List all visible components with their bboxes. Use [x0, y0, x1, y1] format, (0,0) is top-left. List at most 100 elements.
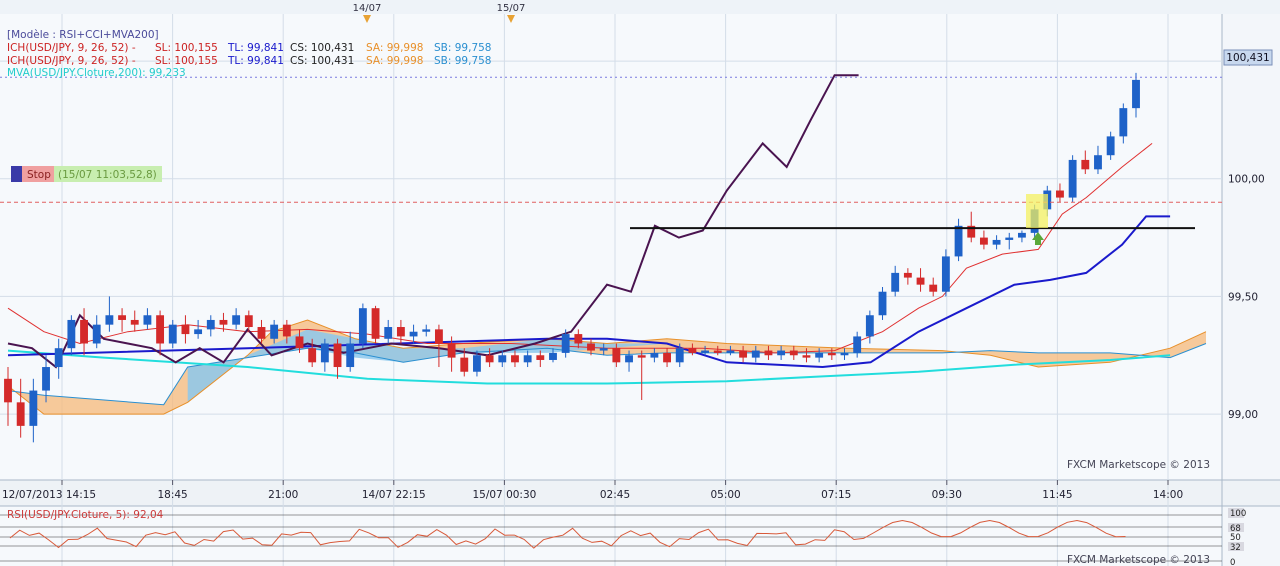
candle[interactable] — [156, 310, 165, 356]
candle[interactable] — [42, 355, 50, 403]
candle[interactable] — [206, 315, 215, 337]
mva-legend[interactable]: MVA(USD/JPY.Cloture,200): 99,233 — [7, 67, 186, 79]
candle-body — [751, 350, 760, 358]
candle[interactable] — [764, 345, 773, 360]
candle[interactable] — [789, 345, 798, 360]
candle[interactable] — [726, 345, 735, 356]
candle[interactable] — [574, 329, 583, 349]
candle[interactable] — [625, 350, 633, 372]
candle[interactable] — [751, 345, 760, 363]
candle[interactable] — [67, 315, 76, 356]
candle[interactable] — [270, 319, 279, 344]
candle[interactable] — [1106, 131, 1115, 160]
candle[interactable] — [282, 319, 291, 344]
candle[interactable] — [979, 230, 988, 250]
candle-body — [384, 327, 393, 339]
candle-body — [511, 355, 519, 363]
candle[interactable] — [1056, 183, 1064, 203]
candle[interactable] — [384, 319, 393, 344]
candle[interactable] — [777, 345, 786, 360]
candle[interactable] — [396, 319, 405, 344]
candle[interactable] — [701, 345, 710, 356]
candle[interactable] — [257, 319, 266, 344]
candle[interactable] — [473, 350, 481, 377]
candle[interactable] — [422, 324, 431, 337]
candle[interactable] — [1018, 230, 1026, 243]
candle[interactable] — [460, 348, 469, 377]
candle[interactable] — [29, 378, 38, 443]
candle[interactable] — [713, 345, 722, 356]
candle[interactable] — [371, 305, 380, 344]
candle[interactable] — [739, 345, 748, 363]
candle[interactable] — [219, 312, 228, 332]
candle[interactable] — [92, 315, 101, 349]
candle-body — [1068, 159, 1077, 198]
candle[interactable] — [1081, 150, 1090, 175]
stop-order-tag[interactable]: Stop (15/07 11:03,52,8) — [11, 166, 162, 182]
candle[interactable] — [992, 235, 1001, 250]
candle[interactable] — [599, 343, 608, 356]
candle[interactable] — [409, 324, 418, 344]
candle[interactable] — [523, 350, 532, 368]
candle[interactable] — [1119, 103, 1128, 144]
candle[interactable] — [447, 336, 456, 372]
candle[interactable] — [181, 315, 190, 344]
candle[interactable] — [168, 319, 177, 349]
candle[interactable] — [853, 331, 862, 358]
candle[interactable] — [865, 310, 874, 344]
candle[interactable] — [1068, 155, 1077, 203]
candle[interactable] — [637, 350, 646, 400]
candle[interactable] — [511, 350, 519, 368]
candle[interactable] — [827, 348, 836, 360]
candle[interactable] — [16, 378, 25, 438]
candle[interactable] — [549, 348, 557, 363]
current-price-tag[interactable]: 100,431 — [1223, 49, 1273, 66]
candle[interactable] — [941, 249, 950, 297]
candle[interactable] — [118, 308, 126, 332]
candle[interactable] — [244, 310, 253, 332]
candle[interactable] — [485, 348, 494, 368]
candle[interactable] — [891, 265, 900, 297]
candle[interactable] — [675, 343, 684, 368]
candle[interactable] — [1094, 145, 1102, 175]
candle[interactable] — [320, 338, 329, 372]
candle[interactable] — [346, 331, 355, 372]
candle[interactable] — [536, 350, 545, 368]
candle[interactable] — [878, 287, 887, 320]
candle[interactable] — [54, 338, 63, 379]
candle[interactable] — [498, 350, 507, 368]
candle[interactable] — [105, 296, 114, 332]
candle[interactable] — [1005, 232, 1014, 250]
ichimoku-legend-row-1[interactable]: ICH(USD/JPY, 9, 26, 52) - SL: 100,155 TL… — [7, 42, 491, 54]
candle[interactable] — [80, 308, 88, 356]
candle[interactable] — [663, 348, 671, 368]
candle[interactable] — [840, 348, 849, 360]
y-tick-label: 99,00 — [1228, 409, 1258, 421]
candle[interactable] — [194, 319, 203, 339]
candle[interactable] — [802, 348, 811, 363]
candle[interactable] — [916, 268, 925, 292]
candle[interactable] — [1132, 72, 1140, 118]
candle[interactable] — [561, 329, 570, 358]
candle[interactable] — [587, 338, 595, 356]
candle[interactable] — [688, 343, 697, 356]
candle[interactable] — [954, 218, 963, 262]
candle[interactable] — [612, 343, 621, 368]
candle[interactable] — [967, 211, 976, 243]
candle[interactable] — [308, 338, 317, 368]
candle[interactable] — [650, 348, 659, 363]
candle[interactable] — [929, 277, 938, 297]
candle[interactable] — [295, 329, 304, 353]
date-marker-1407[interactable]: 14/07 — [353, 3, 382, 23]
candle[interactable] — [4, 367, 12, 426]
candle[interactable] — [358, 303, 367, 349]
candle[interactable] — [333, 338, 342, 379]
ichimoku-legend-row-2[interactable]: ICH(USD/JPY, 9, 26, 52) - SL: 100,155 TL… — [7, 55, 491, 67]
candle[interactable] — [815, 348, 824, 363]
candle[interactable] — [903, 268, 912, 285]
candle[interactable] — [434, 324, 443, 368]
date-marker-1507[interactable]: 15/07 — [497, 3, 526, 23]
candle[interactable] — [232, 308, 241, 330]
candle[interactable] — [130, 310, 139, 332]
candle[interactable] — [143, 308, 152, 330]
